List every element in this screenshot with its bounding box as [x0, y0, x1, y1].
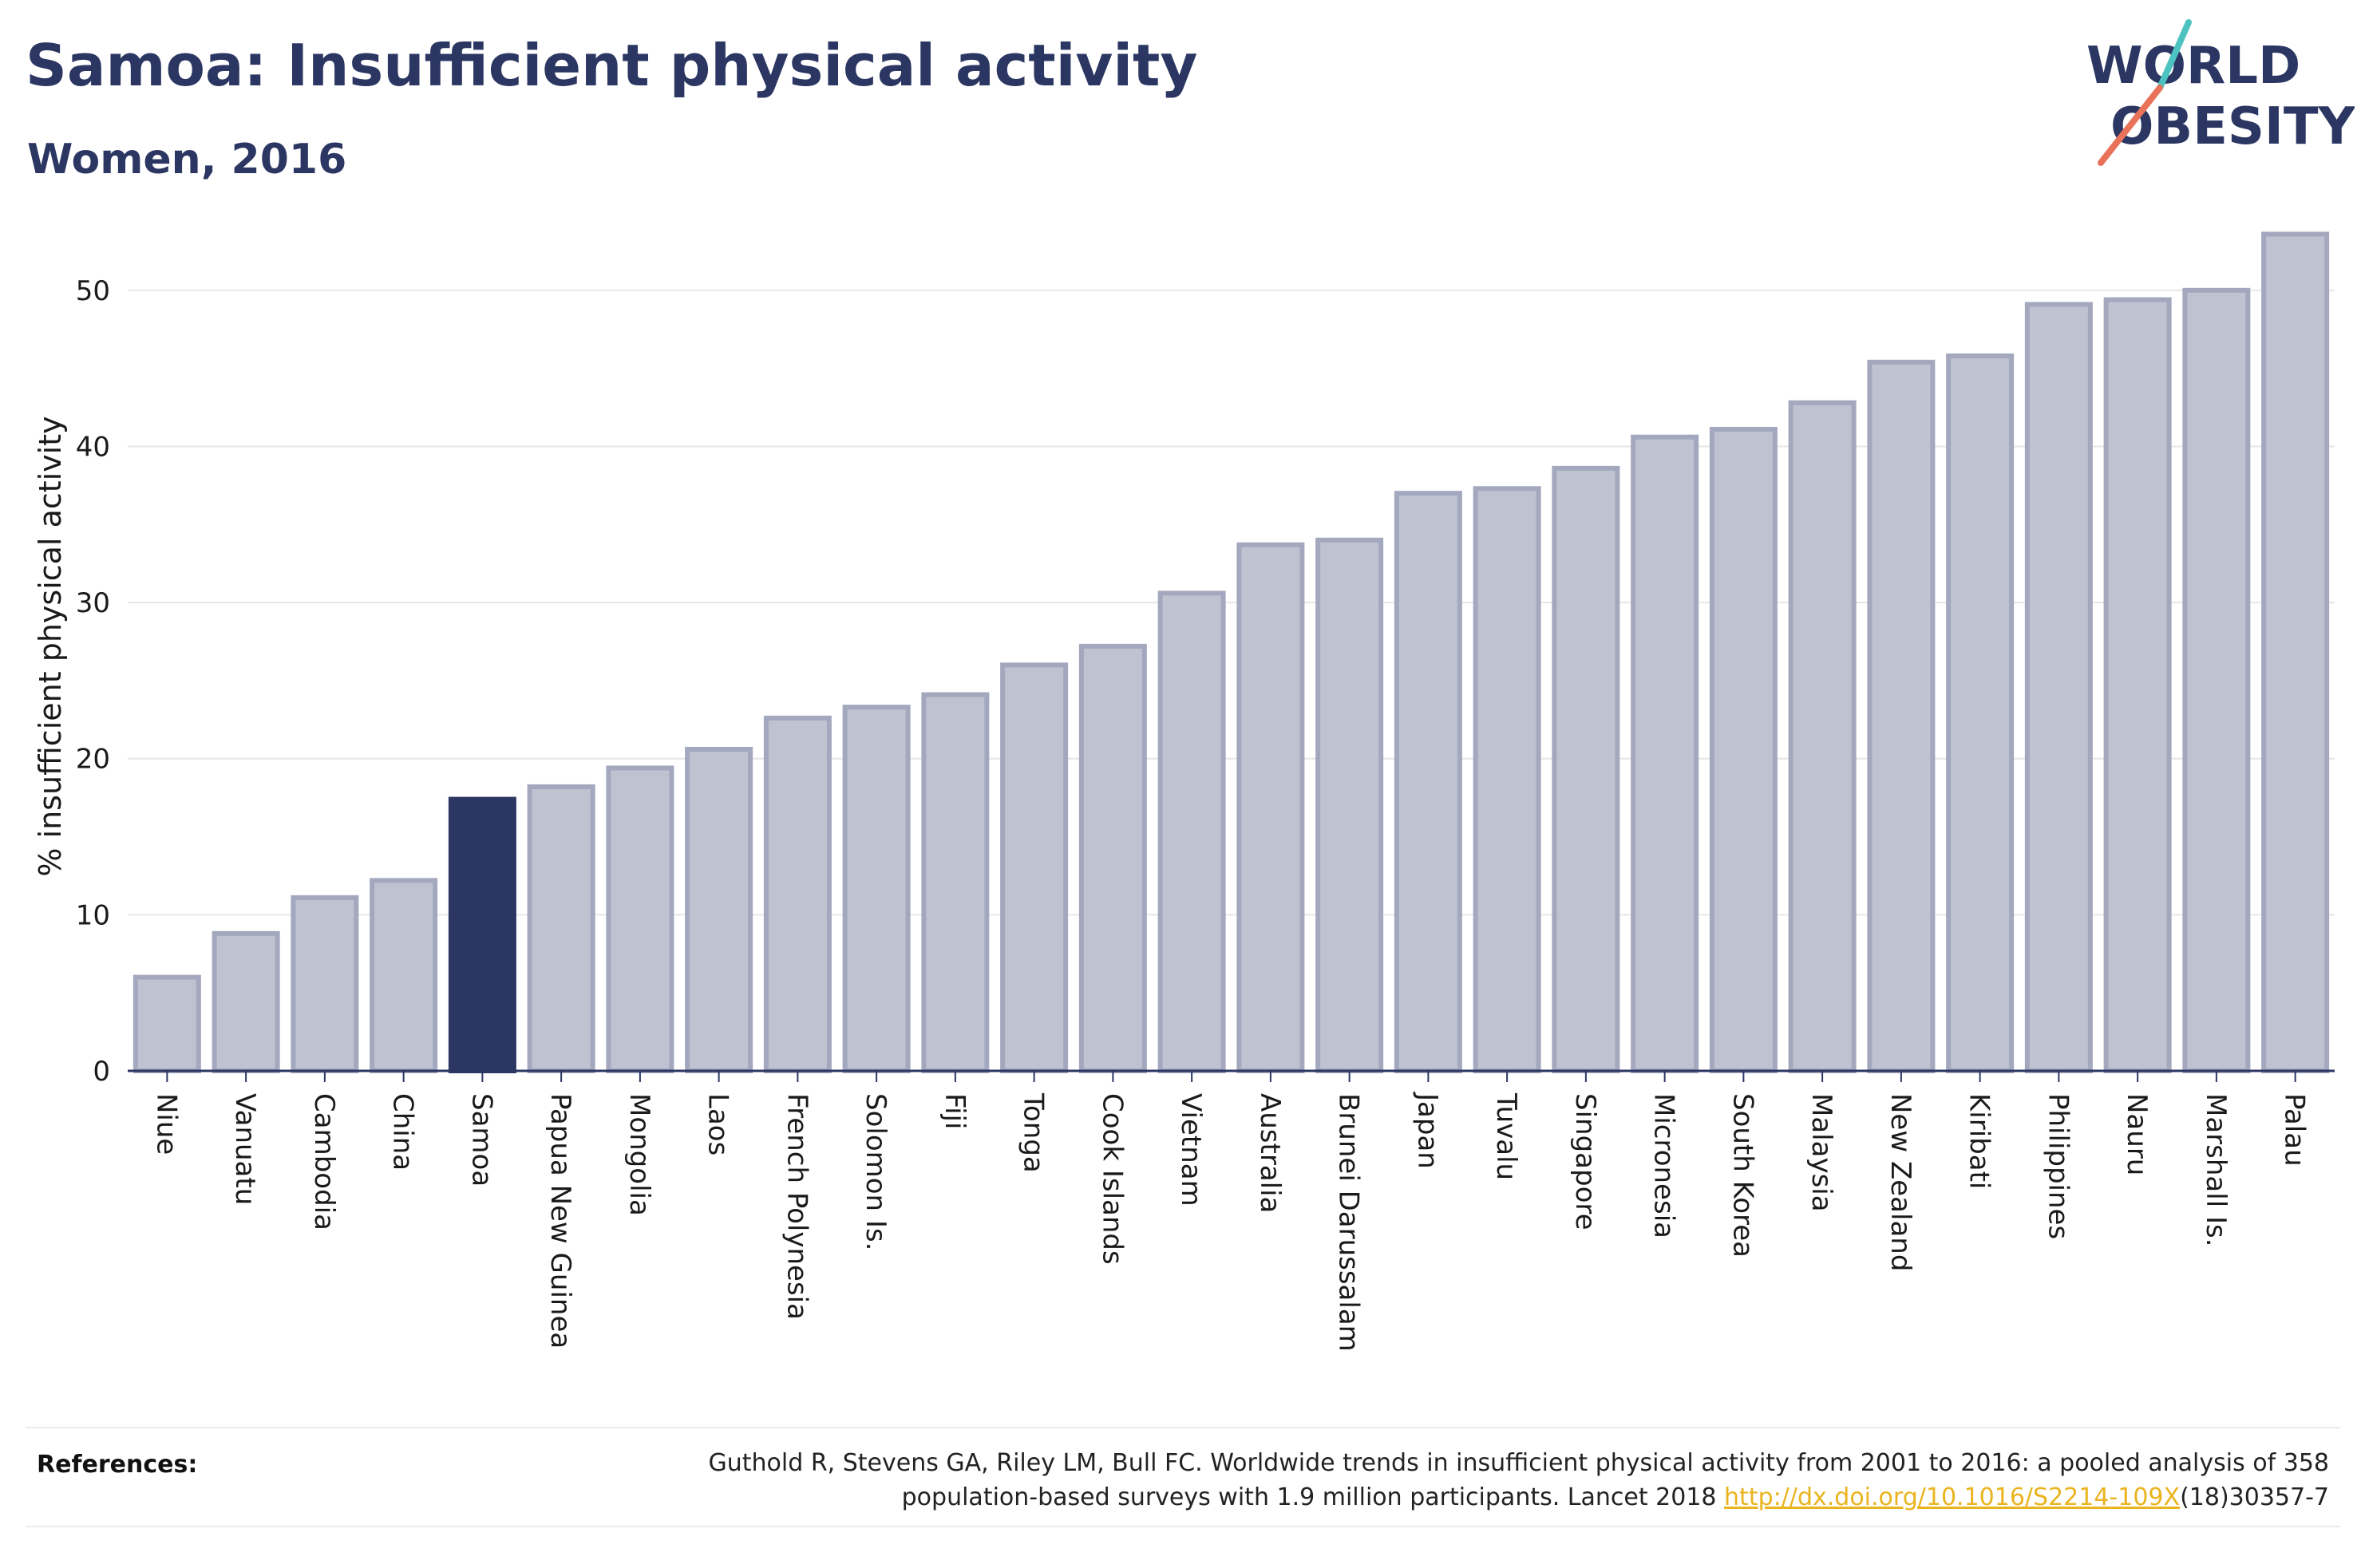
- bars: [132, 231, 2330, 1074]
- chart-title: Samoa: Insufficient physical activity: [26, 32, 1198, 99]
- x-axis-ticks: Niue Vanuatu Cambodia China Samoa Papua New G…: [150, 1071, 2311, 1352]
- bar-tuvalu: [1473, 486, 1541, 1073]
- bar-palau: [2261, 231, 2330, 1074]
- x-tick-label: Marshall Is.: [2200, 1093, 2232, 1247]
- footer-divider-bottom: [26, 1526, 2340, 1527]
- y-tick-label: 40: [76, 431, 110, 463]
- world-obesity-logo: WORLD OBESITY: [2086, 19, 2355, 166]
- bar-cambodia: [291, 895, 359, 1073]
- logo-text-world: WORLD: [2086, 37, 2300, 96]
- y-tick-label: 0: [93, 1056, 110, 1088]
- bar-niue: [132, 974, 201, 1073]
- x-tick-label: Tonga: [1018, 1092, 1050, 1173]
- bar-chart: 0 10 20 30 40 50 Niue Vanuatu Cambodia China Samo…: [33, 231, 2335, 1352]
- bar-brunei-darussalam: [1315, 537, 1384, 1073]
- x-tick-label: Samoa: [465, 1093, 497, 1187]
- reference-line-1: Guthold R, Stevens GA, Riley LM, Bull FC…: [708, 1449, 2329, 1477]
- x-tick-label: Australia: [1254, 1093, 1286, 1213]
- x-tick-label: South Korea: [1726, 1093, 1758, 1258]
- bar-kiribati: [1946, 353, 2015, 1073]
- bar-solomon-is: [842, 705, 911, 1074]
- y-axis-ticks: 0 10 20 30 40 50: [76, 275, 110, 1088]
- x-tick-label: Vietnam: [1175, 1093, 1207, 1207]
- references-label: References:: [37, 1451, 198, 1479]
- x-tick-label: Kiribati: [1964, 1093, 1995, 1189]
- x-tick-label: Malaysia: [1805, 1093, 1837, 1212]
- bar-fiji: [921, 692, 990, 1073]
- y-tick-label: 50: [76, 275, 110, 307]
- x-tick-label: Cambodia: [308, 1093, 340, 1230]
- x-tick-label: Palau: [2279, 1093, 2311, 1167]
- x-tick-label: New Zealand: [1884, 1093, 1916, 1271]
- bar-cook-islands: [1078, 643, 1147, 1073]
- footer-divider-top: [26, 1427, 2340, 1428]
- x-tick-label: Niue: [150, 1093, 182, 1155]
- x-tick-label: Fiji: [939, 1093, 971, 1129]
- x-tick-label: Nauru: [2121, 1093, 2153, 1175]
- x-tick-label: Japan: [1411, 1092, 1443, 1169]
- bar-vanuatu: [212, 930, 280, 1073]
- x-tick-label: French Polynesia: [781, 1093, 813, 1320]
- x-tick-label: Vanuatu: [229, 1093, 261, 1205]
- bar-laos: [685, 746, 753, 1073]
- x-tick-label: Brunei Darussalam: [1333, 1093, 1365, 1352]
- logo-text-obesity: OBESITY: [2110, 97, 2355, 156]
- bar-china: [370, 878, 438, 1073]
- bar-papua-new-guinea: [527, 784, 595, 1074]
- bar-micronesia: [1631, 434, 1699, 1073]
- y-tick-label: 20: [76, 744, 110, 776]
- bar-tonga: [1000, 662, 1069, 1073]
- bar-japan: [1394, 491, 1462, 1073]
- reference-doi-link[interactable]: http://dx.doi.org/10.1016/S2214-109X: [1724, 1483, 2181, 1511]
- bar-samoa: [448, 796, 516, 1073]
- logo-slash-coral: [2098, 85, 2163, 166]
- y-axis-label: % insufficient physical activity: [33, 416, 68, 876]
- x-tick-label: Laos: [702, 1093, 734, 1155]
- bar-singapore: [1552, 465, 1620, 1073]
- bar-mongolia: [606, 765, 674, 1073]
- bar-philippines: [2024, 302, 2093, 1073]
- logo-slash-teal: [2157, 19, 2192, 91]
- chart-subtitle: Women, 2016: [27, 136, 347, 184]
- x-tick-label: Micronesia: [1648, 1093, 1680, 1238]
- x-tick-label: Singapore: [1569, 1093, 1601, 1230]
- y-tick-label: 30: [76, 587, 110, 619]
- x-tick-label: Cook Islands: [1096, 1093, 1128, 1265]
- x-tick-label: Tuvalu: [1490, 1092, 1522, 1180]
- x-tick-label: Mongolia: [623, 1093, 655, 1216]
- bar-nauru: [2103, 297, 2172, 1074]
- x-tick-label: Papua New Guinea: [544, 1093, 576, 1349]
- bar-marshall-is: [2182, 287, 2251, 1073]
- reference-line-2: population-based surveys with 1.9 millio…: [901, 1483, 1725, 1511]
- x-tick-label: Philippines: [2042, 1093, 2074, 1239]
- x-tick-label: China: [387, 1093, 419, 1171]
- references-text: Guthold R, Stevens GA, Riley LM, Bull FC…: [493, 1446, 2329, 1515]
- bar-french-polynesia: [763, 715, 832, 1073]
- x-tick-label: Solomon Is.: [860, 1093, 892, 1250]
- bar-malaysia: [1788, 400, 1857, 1073]
- bar-vietnam: [1157, 590, 1226, 1073]
- bar-new-zealand: [1867, 359, 1936, 1073]
- reference-line-2-end: (18)30357-7: [2180, 1483, 2329, 1511]
- bar-south-korea: [1709, 426, 1778, 1073]
- bar-australia: [1236, 542, 1305, 1073]
- y-tick-label: 10: [76, 899, 110, 931]
